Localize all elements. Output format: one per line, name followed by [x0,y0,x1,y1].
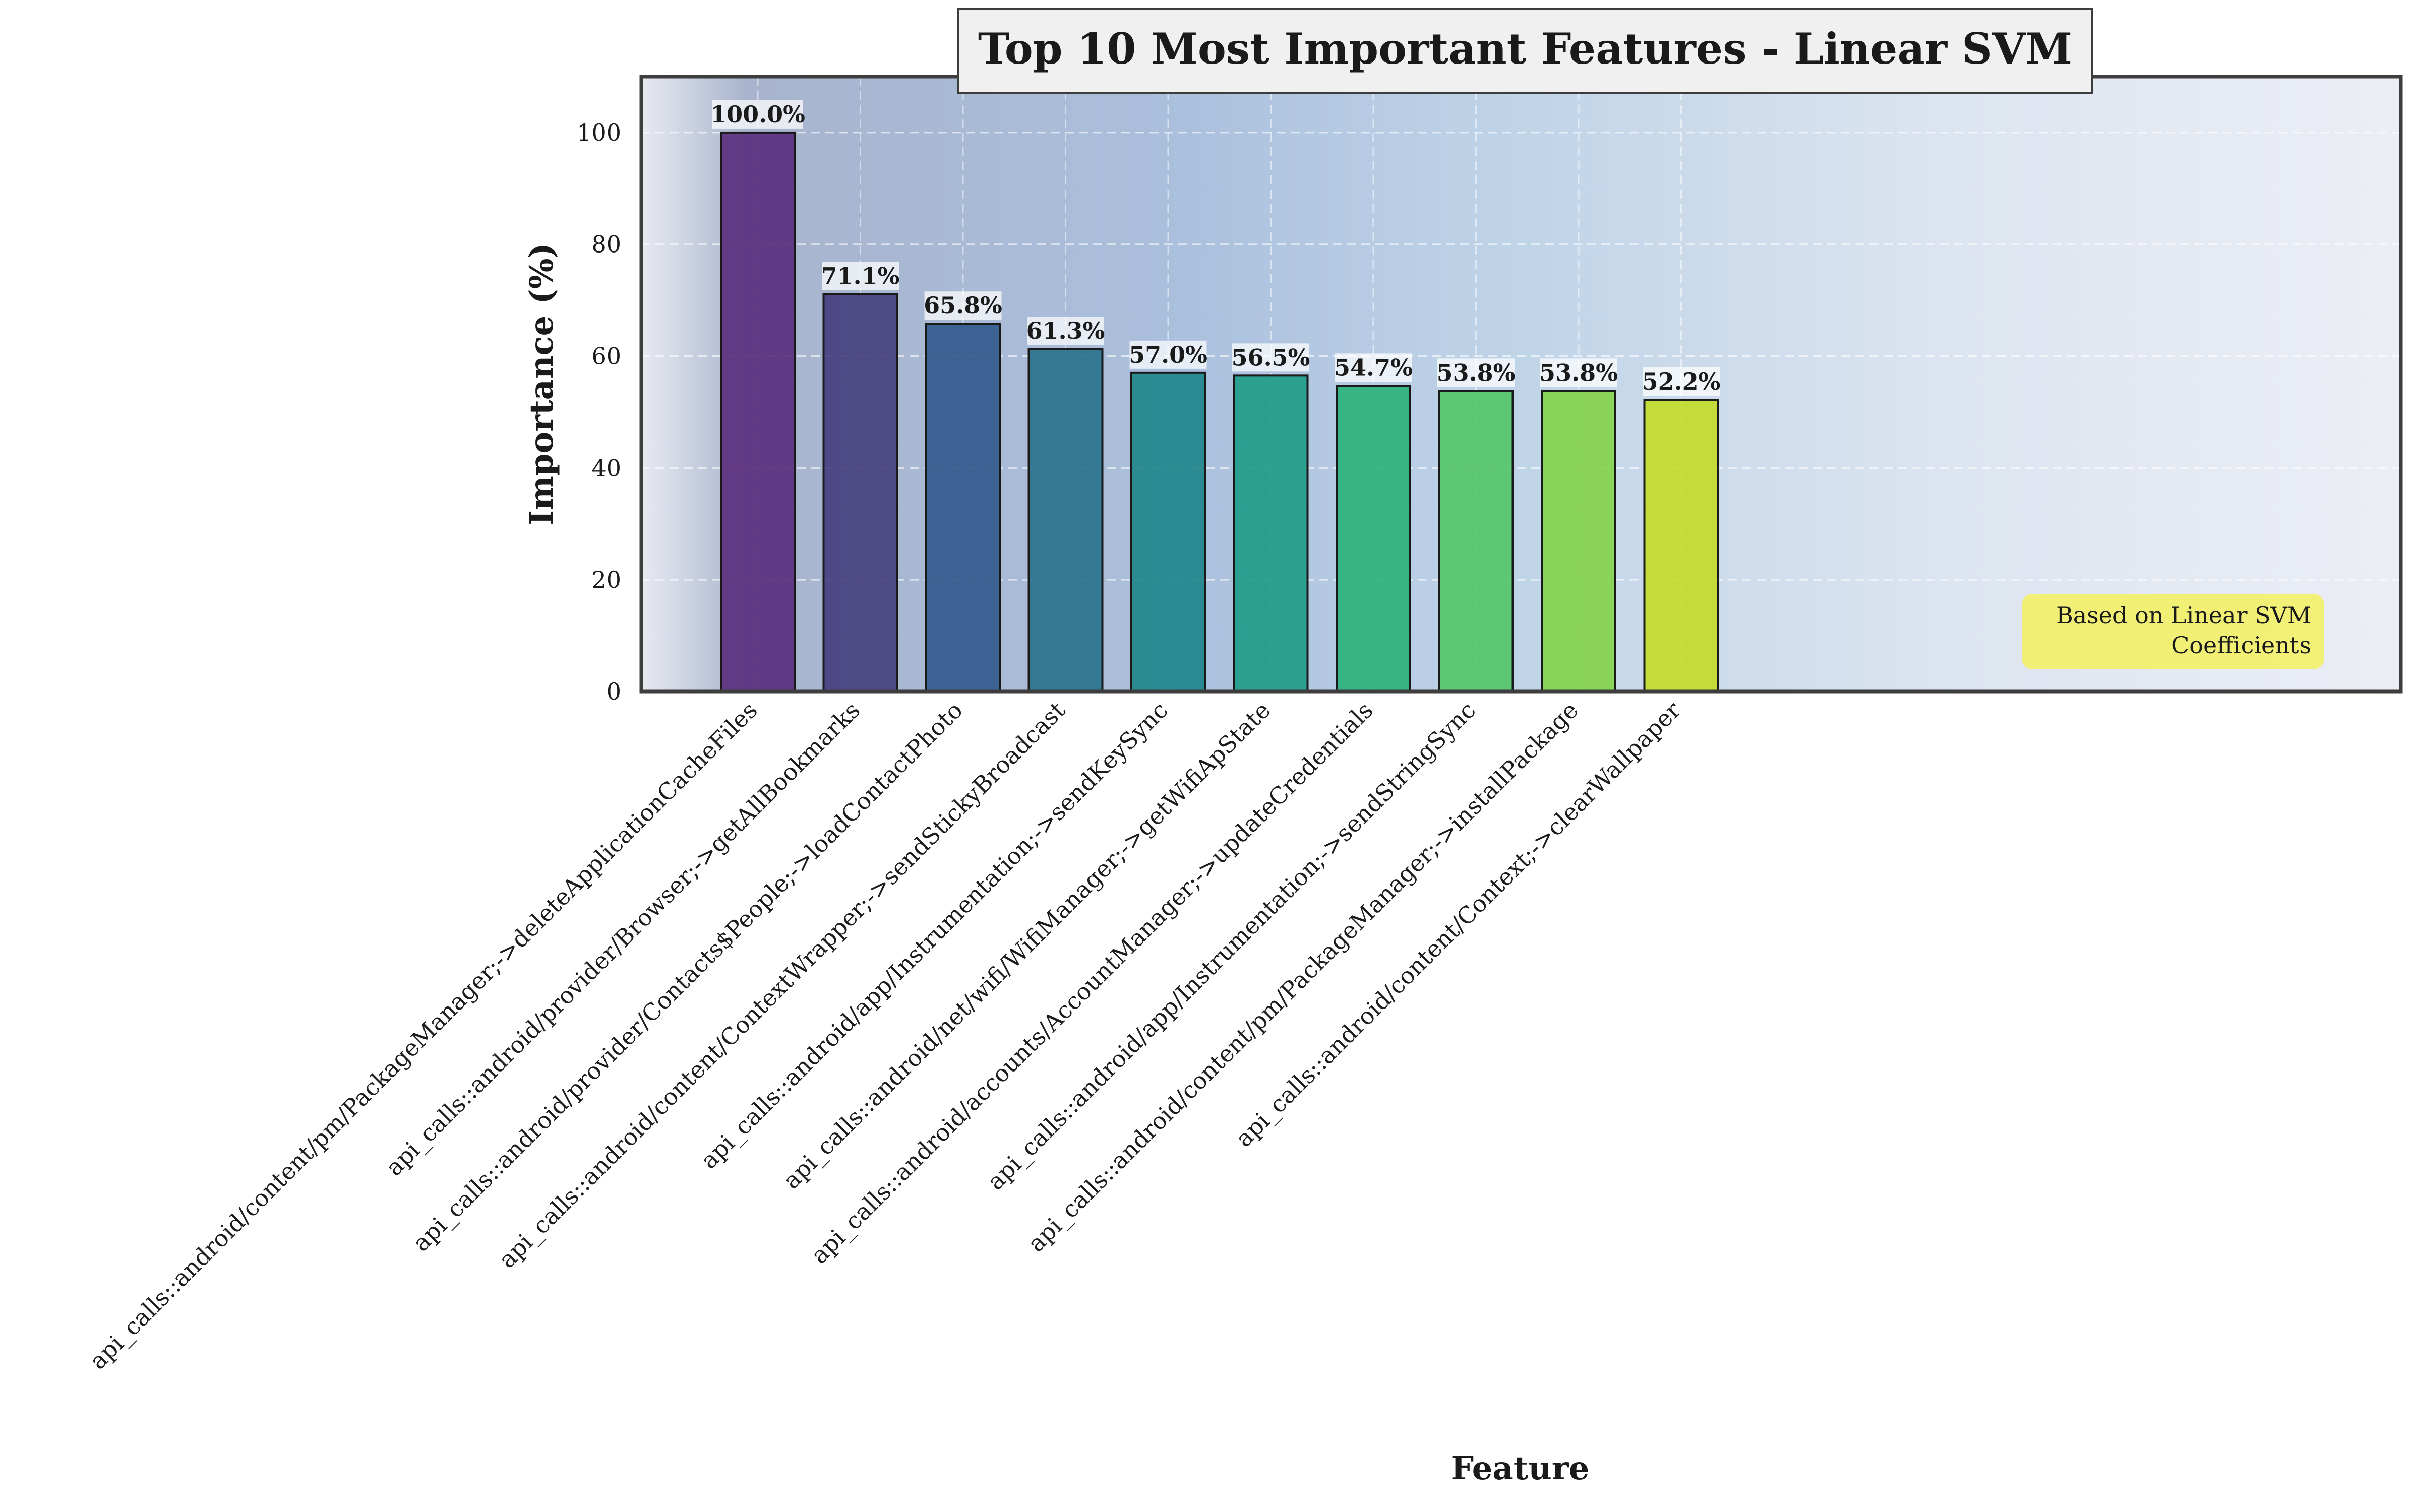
bar [1027,348,1104,692]
value-label-background [712,100,803,129]
value-label: 100.0% [710,101,805,128]
value-label: 71.1% [821,262,900,289]
annotation-box: Based on Linear SVM Coefficients [2022,594,2324,669]
y-axis: 0 20 40 60 80 100 [577,119,621,705]
y-tick-label: 20 [591,566,621,593]
value-label-background [1129,340,1207,369]
value-label: 52.2% [1642,368,1721,395]
bar [925,323,1001,692]
annotation-background [2022,594,2324,669]
y-axis-title: Importance (%) [523,243,561,525]
bar [720,131,796,693]
annotation-line-1: Based on Linear SVM [2056,602,2311,629]
title-background [957,8,2093,94]
y-tick-label: 40 [591,454,621,481]
x-tick-label: api_calls::android/net/wifi/WifiManager;… [777,697,1276,1194]
y-tick-label: 100 [577,119,621,146]
value-label: 61.3% [1026,317,1105,344]
annotation-line-2: Coefficients [2171,632,2311,659]
title-box: Top 10 Most Important Features - Linear … [957,8,2093,94]
x-axis: api_calls::android/content/pm/PackageMan… [84,696,1686,1374]
value-label-background [1437,358,1515,387]
value-label: 54.7% [1334,354,1413,381]
x-tick-label: api_calls::android/app/Instrumentation;-… [982,697,1481,1195]
value-label-background [924,291,1002,320]
value-label-background [1027,317,1104,345]
plot-area [639,75,2403,694]
bar [822,293,898,692]
bar [1643,399,1719,692]
value-labels: 100.0% 71.1% 65.8% 61.3% 57.0% 56.5% 54.7% 53.8… [710,100,1720,396]
y-tick-label: 0 [607,678,621,705]
value-label: 65.8% [924,292,1002,319]
bar [1336,385,1411,692]
chart-title: Top 10 Most Important Features - Linear … [978,24,2072,74]
value-label-background [1232,343,1309,372]
value-label: 53.8% [1539,359,1618,386]
x-axis-title: Feature [1451,1450,1590,1487]
bar [1233,374,1309,692]
x-tick-label: api_calls::android/content/pm/PackageMan… [84,697,763,1375]
x-tick-label: api_calls::android/provider/Browser;->ge… [380,697,865,1181]
bar [1130,371,1206,692]
value-label: 53.8% [1437,359,1516,386]
value-label: 56.5% [1232,344,1310,371]
bars [720,131,1719,693]
x-tick-label: api_calls::android/app/Instrumentation;-… [695,697,1173,1174]
y-tick-label: 80 [591,231,621,258]
value-label-background [822,262,899,290]
bar [1438,390,1514,692]
value-label-background [1540,358,1617,387]
value-label-background [1643,367,1720,396]
y-tick-label: 60 [591,343,621,370]
value-label: 57.0% [1129,341,1207,368]
bar [1541,390,1616,692]
value-label-background [1335,353,1412,382]
